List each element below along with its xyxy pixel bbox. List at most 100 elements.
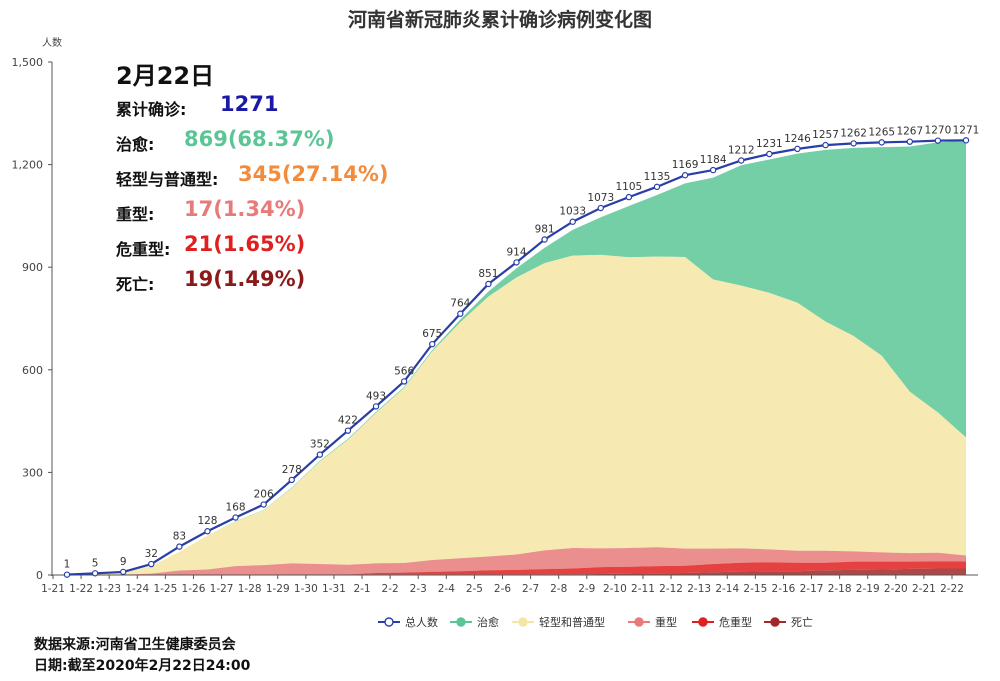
legend-label: 治愈	[477, 615, 499, 629]
data-label: 1169	[672, 159, 699, 171]
data-label: 1	[64, 559, 71, 571]
area-死亡	[67, 568, 966, 575]
total-point	[513, 259, 520, 266]
x-tick-label: 2-15	[743, 583, 767, 595]
info-row-value: 869(68.37%)	[184, 127, 335, 151]
total-point	[148, 560, 155, 568]
x-tick-label: 2-13	[687, 583, 711, 595]
info-row-label: 轻型与普通型:	[116, 170, 219, 189]
date-note: 日期:截至2020年2月22日24:00	[34, 658, 251, 674]
x-tick-label: 2-6	[494, 583, 511, 595]
total-point	[794, 145, 801, 153]
total-point	[766, 150, 773, 158]
legend-label: 总人数	[405, 615, 438, 629]
data-label: 1135	[644, 171, 671, 183]
total-point	[934, 137, 942, 144]
x-tick-label: 2-12	[659, 583, 683, 595]
y-tick-label: 900	[22, 261, 43, 274]
x-tick-label: 2-1	[353, 583, 370, 595]
data-label: 1271	[953, 124, 980, 136]
data-label: 1270	[925, 125, 952, 137]
total-point	[569, 218, 576, 225]
area-重型	[67, 547, 966, 575]
legend-marker	[518, 617, 528, 627]
data-label: 914	[506, 246, 526, 258]
total-point	[63, 571, 71, 578]
x-tick-label: 1-22	[69, 583, 93, 595]
total-point	[260, 501, 267, 508]
y-tick-label: 300	[22, 466, 43, 479]
total-point	[316, 451, 324, 458]
total-point	[878, 139, 885, 146]
info-row-label: 累计确诊:	[116, 100, 187, 119]
legend-marker	[456, 617, 466, 627]
total-point	[822, 141, 829, 149]
x-tick-label: 1-26	[182, 583, 206, 595]
x-tick-label: 2-7	[522, 583, 539, 595]
date-heading: 2月22日	[116, 62, 215, 90]
total-point	[288, 476, 295, 484]
info-row-value: 345(27.14%)	[238, 162, 389, 186]
x-tick-label: 2-5	[466, 583, 483, 595]
total-point	[738, 157, 745, 164]
x-tick-label: 1-29	[266, 583, 290, 595]
info-row-label: 治愈:	[116, 135, 155, 154]
x-tick-label: 2-10	[603, 583, 627, 595]
x-tick-label: 1-21	[41, 583, 65, 595]
legend-marker	[698, 617, 708, 627]
data-label: 1262	[840, 127, 867, 139]
x-tick-label: 1-27	[210, 583, 234, 595]
legend-marker	[770, 617, 780, 627]
source-note: 数据来源:河南省卫生健康委员会	[34, 637, 236, 653]
area-治愈	[67, 140, 966, 575]
total-point	[709, 166, 717, 174]
data-label: 5	[92, 557, 99, 569]
data-label: 1184	[700, 154, 727, 166]
data-label: 1231	[756, 138, 783, 150]
x-tick-label: 1-24	[125, 583, 149, 595]
total-point	[485, 280, 492, 288]
area-轻型和普通型	[67, 254, 966, 575]
data-label: 1073	[587, 192, 614, 204]
total-point	[232, 514, 239, 521]
total-point	[850, 140, 857, 147]
x-tick-label: 2-16	[772, 583, 796, 595]
data-label: 764	[450, 298, 470, 310]
y-tick-label: 600	[22, 364, 43, 377]
x-tick-label: 2-21	[912, 583, 936, 595]
total-point	[457, 310, 464, 317]
legend-label: 死亡	[791, 615, 813, 629]
x-tick-label: 1-30	[294, 583, 318, 595]
x-tick-label: 2-22	[940, 583, 964, 595]
total-point	[906, 138, 914, 145]
data-label: 1257	[812, 129, 839, 141]
data-label: 1212	[728, 144, 755, 156]
x-tick-label: 2-17	[800, 583, 824, 595]
data-label: 675	[422, 328, 442, 340]
info-row-label: 死亡:	[116, 275, 155, 294]
total-point	[597, 204, 604, 212]
data-label: 566	[394, 365, 414, 377]
x-tick-label: 2-19	[856, 583, 880, 595]
total-point	[653, 183, 661, 191]
x-tick-label: 2-8	[550, 583, 567, 595]
x-tick-label: 2-4	[438, 583, 455, 595]
info-row-value: 17(1.34%)	[184, 197, 306, 221]
data-label: 1265	[868, 126, 895, 138]
y-axis-label: 人数	[42, 36, 62, 49]
data-label: 493	[366, 390, 386, 402]
total-point	[400, 378, 408, 385]
data-label: 168	[226, 502, 246, 514]
info-row-label: 重型:	[116, 205, 155, 224]
data-label: 422	[338, 415, 358, 427]
total-point	[176, 543, 183, 550]
total-point	[962, 137, 970, 144]
x-tick-label: 1-25	[153, 583, 177, 595]
y-tick-label: 1,500	[12, 56, 44, 69]
data-label: 32	[145, 548, 158, 560]
total-point	[119, 568, 127, 576]
total-point	[204, 528, 211, 535]
y-tick-label: 0	[36, 569, 43, 582]
x-tick-label: 2-9	[578, 583, 595, 595]
